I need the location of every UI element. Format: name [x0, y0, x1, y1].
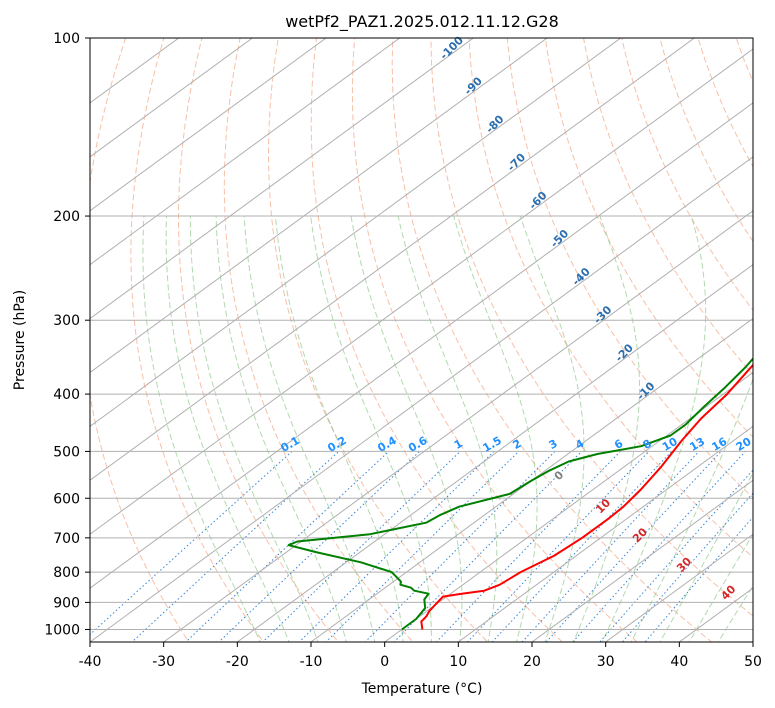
isotherm	[90, 38, 254, 158]
x-tick-label: -20	[226, 654, 249, 670]
isotherm	[604, 533, 753, 642]
y-tick-label: 600	[53, 491, 80, 507]
moist-adiabat	[165, 215, 290, 642]
x-tick-label: -40	[79, 654, 102, 670]
y-axis-label: Pressure (hPa)	[12, 290, 28, 390]
dry-adiabat	[468, 38, 753, 558]
isotherm	[531, 479, 753, 642]
moist-adiabat	[397, 215, 498, 642]
moist-adiabat	[215, 215, 347, 642]
moist-adiabat	[659, 471, 753, 642]
y-tick-label: 100	[53, 31, 80, 47]
x-tick-label: 30	[597, 654, 615, 670]
moist-adiabat	[519, 215, 585, 642]
y-tick-label: 200	[53, 209, 80, 225]
isotherm	[90, 38, 548, 374]
y-tick-label: 500	[53, 444, 80, 460]
y-tick-label: 700	[53, 531, 80, 547]
isotherm	[90, 38, 327, 212]
isotherm	[236, 264, 753, 642]
dry-adiabat	[544, 38, 753, 438]
isotherm	[383, 371, 753, 642]
y-tick-label: 800	[53, 565, 80, 581]
plot-frame	[89, 37, 754, 643]
dry-adiabat	[267, 38, 489, 642]
isotherm	[310, 317, 753, 642]
moist-adiabat	[310, 215, 432, 642]
x-axis-ticks: -40 -30 -20 -10 0 10 20 30 40 50	[79, 642, 762, 670]
dry-adiabat	[223, 38, 414, 642]
x-tick-label: 0	[380, 654, 389, 670]
dry-adiabat	[90, 38, 190, 642]
chart-title: wetPf2_PAZ1.2025.012.11.12.G28	[285, 12, 559, 32]
x-tick-label: -10	[300, 654, 323, 670]
dry-adiabat	[177, 38, 339, 642]
y-tick-label: 1000	[44, 622, 80, 638]
moist-adiabat	[189, 216, 319, 642]
isotherm	[90, 38, 622, 427]
dry-adiabat	[310, 38, 564, 642]
isotherm	[90, 38, 696, 481]
isotherm	[90, 38, 401, 266]
temperature-profile-line	[420, 363, 753, 630]
y-tick-label: 300	[53, 313, 80, 329]
data-series	[287, 357, 753, 631]
moist-adiabat	[243, 215, 376, 642]
isotherm	[90, 102, 753, 589]
y-tick-label: 900	[53, 595, 80, 611]
isotherm	[90, 38, 475, 320]
moist-adiabat	[274, 215, 404, 642]
dewpoint-profile-line	[287, 357, 753, 631]
isotherm	[90, 156, 753, 642]
y-axis-ticks: 1000 900 800 700 600 500 400 300 200 100	[44, 31, 90, 638]
moist-adiabat	[453, 215, 538, 642]
isotherm	[457, 425, 753, 642]
moist-adiabat	[573, 215, 640, 642]
x-tick-label: 20	[523, 654, 541, 670]
x-tick-label: 50	[744, 654, 762, 670]
dry-adiabat	[130, 38, 265, 642]
x-tick-label: 10	[449, 654, 467, 670]
isotherm	[90, 48, 753, 535]
dry-adiabat	[391, 38, 713, 642]
x-tick-label: 40	[670, 654, 688, 670]
dry-adiabat	[582, 38, 753, 376]
x-tick-label: -30	[152, 654, 175, 670]
moist-adiabat	[601, 215, 707, 642]
dry-adiabat	[621, 38, 753, 311]
x-axis-label: Temperature (°C)	[361, 681, 483, 697]
y-tick-label: 400	[53, 387, 80, 403]
moist-adiabat	[142, 215, 261, 642]
